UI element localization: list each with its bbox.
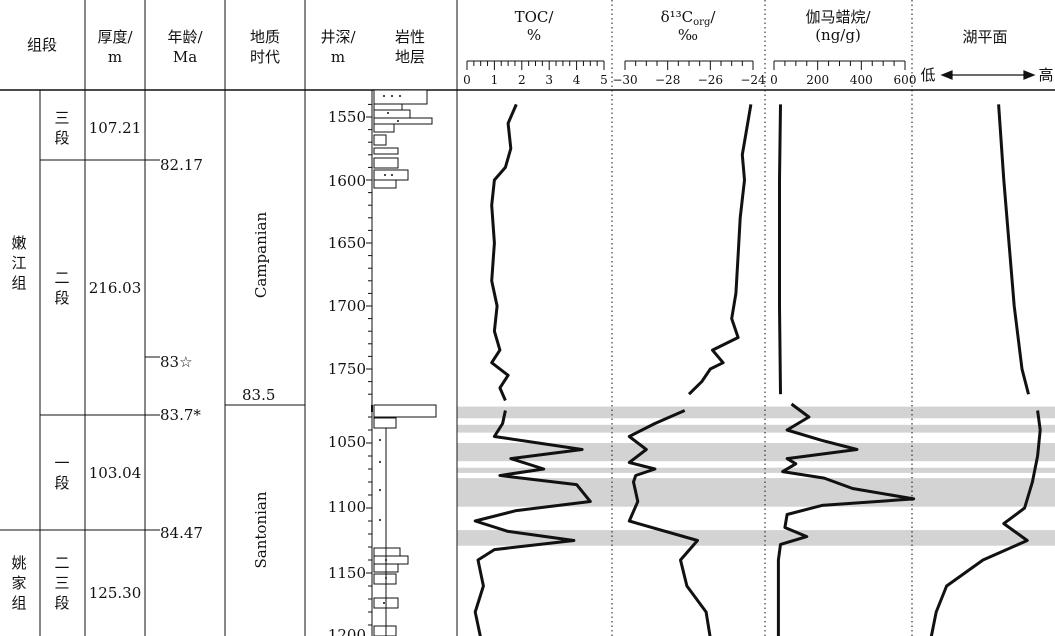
header-d13c-symbol: δ¹³C (661, 8, 694, 26)
header-geotime-line1: 地质 (250, 28, 280, 46)
depth-ticks (366, 103, 372, 626)
header-d13c-line1: δ¹³Corg/ (661, 8, 717, 28)
header-d13c-slash: / (710, 8, 716, 26)
header-thickness-line2: m (108, 48, 122, 66)
formation-char: 组 (11, 594, 26, 612)
tick-label: −26 (698, 73, 723, 87)
age-label: 83.7* (160, 406, 201, 424)
formation-char: 嫩 (11, 234, 26, 252)
tick-label: 3 (545, 73, 553, 87)
thickness-value: 125.30 (89, 584, 142, 602)
axis-scales: 0 1 2 3 4 5 −30 −28 −26 −24 0 200 400 600 (463, 60, 917, 87)
formation-char: 家 (11, 574, 26, 592)
member-char: 二 (54, 269, 69, 287)
header-d13c-subscript: org (693, 17, 711, 28)
toc-curve-lower (473, 410, 592, 636)
tick-label: −28 (655, 73, 680, 87)
d13c_org-curve-lower (627, 409, 712, 636)
header-lake-level: 湖平面 (962, 28, 1007, 46)
tick-label: 0 (770, 73, 778, 87)
header-thickness-line1: 厚度/ (97, 28, 133, 46)
tick-label: 200 (806, 73, 829, 87)
header-toc-line1: TOC/ (515, 8, 555, 26)
age-label: 84.47 (160, 524, 203, 542)
formation-char: 组 (11, 274, 26, 292)
tick-label: 600 (894, 73, 917, 87)
tick-label: 4 (573, 73, 581, 87)
depth-label: 1700 (328, 297, 366, 315)
depth-label: 1600 (328, 172, 366, 190)
depth-label: 1100 (328, 498, 366, 516)
header-depth-line1: 井深/ (320, 28, 356, 46)
header-gammacerane-line2: (ng/g) (815, 26, 861, 44)
formation-char: 江 (11, 254, 26, 272)
geotime-boundary-age: 83.5 (242, 386, 275, 404)
header-gammacerane-line1: 伽马蜡烷/ (805, 8, 871, 26)
member-char: 段 (54, 594, 69, 612)
tick-label: 5 (600, 73, 608, 87)
grey-band (457, 424, 1055, 433)
age-label: 82.17 (160, 156, 203, 174)
depth-label: 1200 (328, 626, 366, 636)
header-geotime-line2: 时代 (250, 48, 280, 66)
formation-label-yaojia: 姚 家 组 (11, 554, 26, 612)
toc-curve-upper (490, 103, 518, 402)
member-char: 三 (54, 574, 69, 592)
lake-low-label: 低 (920, 66, 935, 84)
depth-label: 1550 (328, 108, 366, 126)
header-age-line1: 年龄/ (167, 28, 203, 46)
lake-high-label: 高 (1038, 66, 1053, 84)
member-char: 段 (54, 289, 69, 307)
member-char: 一 (54, 454, 69, 472)
depth-label: 1150 (328, 564, 366, 582)
member-char: 二 (54, 554, 69, 572)
geotime-santonian: Santonian (252, 491, 270, 568)
thickness-value: 216.03 (89, 279, 142, 297)
age-label: 83☆ (160, 353, 193, 371)
formation-char: 姚 (11, 554, 26, 572)
curves (473, 103, 1042, 636)
lake-level-curve-lower (929, 410, 1042, 636)
depth-label: 1650 (328, 234, 366, 252)
tick-label: −24 (740, 73, 766, 87)
tick-label: 2 (518, 73, 526, 87)
gammacerane-curve-upper (778, 104, 782, 395)
thickness-value: 103.04 (89, 464, 142, 482)
lake-level-curve-upper (997, 104, 1030, 395)
grey-band (457, 467, 1055, 473)
header-lithology-line2: 地层 (395, 48, 425, 66)
depth-label: 1050 (328, 433, 366, 451)
lithology-column (373, 89, 437, 636)
gammacerane-curve-lower (776, 402, 916, 636)
tick-label: 0 (463, 73, 471, 87)
d13c_org-curve-upper (687, 104, 753, 396)
member-char: 三 (54, 109, 69, 127)
depth-label: 1750 (328, 360, 366, 378)
formation-label-nenjiang: 嫩 江 组 (11, 234, 26, 292)
header-depth-line2: m (331, 48, 345, 66)
grey-band (457, 406, 1055, 419)
header-d13c-line2: ‰ (678, 26, 698, 44)
member-label-2: 二 段 (54, 269, 69, 307)
member-label-1: 一 段 (54, 454, 69, 492)
thickness-value: 107.21 (89, 119, 142, 137)
grey-band (457, 443, 1055, 462)
header-age-line2: Ma (173, 48, 197, 66)
tick-label: −30 (612, 73, 637, 87)
header-lithology-line1: 岩性 (395, 28, 425, 46)
geotime-campanian: Campanian (252, 212, 270, 299)
member-label-yaojia: 二 三 段 (54, 554, 69, 612)
lake-arrow (940, 70, 1036, 80)
header-formation-member: 组段 (27, 36, 57, 54)
member-char: 段 (54, 129, 69, 147)
tick-label: 1 (491, 73, 499, 87)
tick-label: 400 (850, 73, 873, 87)
member-char: 段 (54, 474, 69, 492)
header-toc-line2: % (527, 26, 541, 44)
grey-bands (457, 406, 1055, 546)
grey-band (457, 530, 1055, 546)
member-label-3: 三 段 (54, 109, 69, 147)
